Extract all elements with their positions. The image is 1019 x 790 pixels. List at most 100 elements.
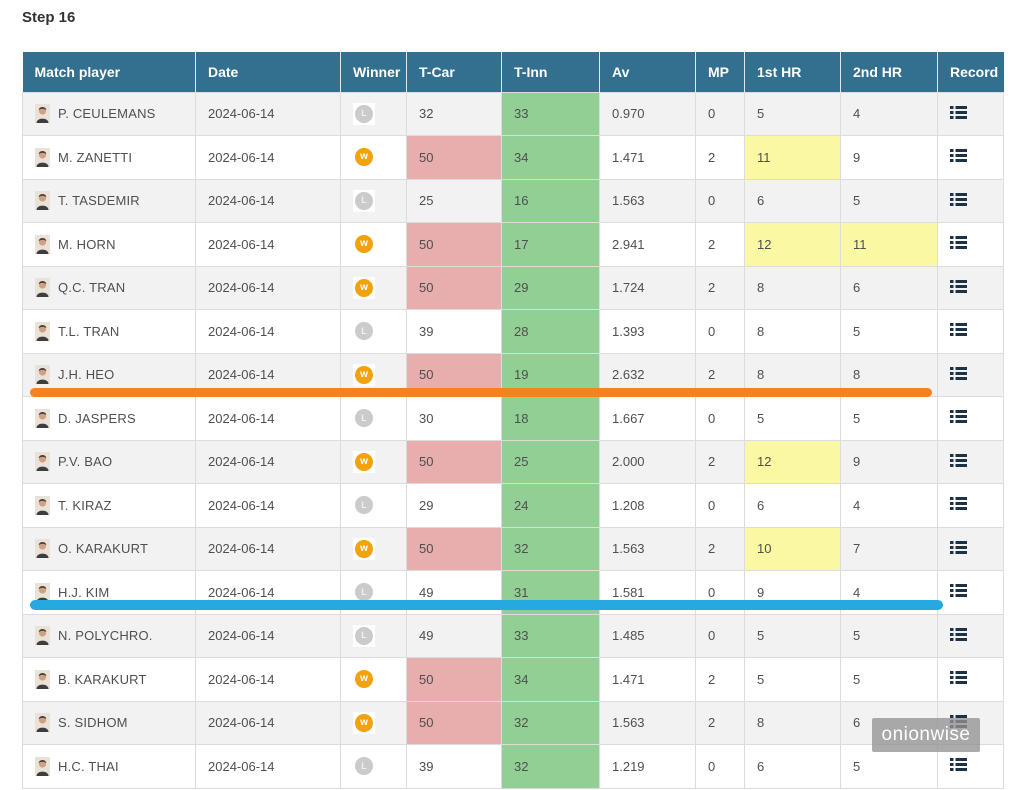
- record-list-icon[interactable]: [950, 279, 967, 293]
- cell-2nd-hr: 11: [840, 222, 938, 267]
- cell-1st-hr: 5: [744, 613, 841, 658]
- cell-record: [937, 135, 1004, 180]
- cell-t-inn: 29: [501, 265, 600, 310]
- cell-2nd-hr: 9: [840, 135, 938, 180]
- table-row: P.V. BAO 2024-06-14 w 50 25 2.000 2 12 9: [22, 439, 1004, 484]
- cell-t-car: 50: [406, 439, 502, 484]
- record-list-icon[interactable]: [950, 323, 967, 337]
- cell-t-car: 25: [406, 178, 502, 223]
- table-row: Q.C. TRAN 2024-06-14 w 50 29 1.724 2 8 6: [22, 265, 1004, 310]
- record-list-icon[interactable]: [950, 584, 967, 598]
- winner-badge: w: [355, 365, 373, 384]
- blue-progress-bar: [30, 600, 943, 610]
- col-header-2nd-hr: 2nd HR: [840, 52, 938, 92]
- cell-2nd-hr: 5: [840, 613, 938, 658]
- player-avatar-icon: [35, 626, 50, 646]
- col-header-record: Record: [937, 52, 1004, 92]
- cell-t-car: 39: [406, 744, 502, 789]
- cell-t-car: 50: [406, 700, 502, 745]
- table-row: P. CEULEMANS 2024-06-14 L 32 33 0.970 0 …: [22, 91, 1004, 136]
- cell-date: 2024-06-14: [195, 309, 341, 354]
- cell-date: 2024-06-14: [195, 439, 341, 484]
- record-list-icon[interactable]: [950, 236, 967, 250]
- cell-record: [937, 352, 1004, 397]
- winner-badge: w: [355, 235, 373, 254]
- cell-record: [937, 265, 1004, 310]
- cell-winner: L: [340, 309, 407, 354]
- cell-2nd-hr: 9: [840, 439, 938, 484]
- winner-badge: L: [355, 322, 373, 341]
- cell-t-car: 50: [406, 135, 502, 180]
- cell-winner: L: [340, 613, 407, 658]
- player-name: T. KIRAZ: [58, 497, 112, 513]
- cell-record: [937, 91, 1004, 136]
- record-list-icon[interactable]: [950, 366, 967, 380]
- winner-badge: w: [355, 278, 373, 297]
- player-avatar-icon: [35, 104, 50, 124]
- player-name: H.C. THAI: [58, 758, 119, 774]
- col-header-1st-hr: 1st HR: [744, 52, 841, 92]
- table-row: D. JASPERS 2024-06-14 L 30 18 1.667 0 5 …: [22, 396, 1004, 441]
- record-list-icon[interactable]: [950, 627, 967, 641]
- cell-match-player: D. JASPERS: [22, 396, 196, 441]
- winner-badge: w: [355, 670, 373, 689]
- winner-badge: w: [355, 539, 373, 558]
- cell-av: 1.393: [599, 309, 696, 354]
- cell-date: 2024-06-14: [195, 700, 341, 745]
- player-name: O. KARAKURT: [58, 541, 149, 557]
- cell-record: [937, 570, 1004, 615]
- record-list-icon[interactable]: [950, 497, 967, 511]
- cell-winner: w: [340, 700, 407, 745]
- cell-record: [937, 526, 1004, 571]
- table-row: H.C. THAI 2024-06-14 L 39 32 1.219 0 6 5: [22, 744, 1004, 789]
- cell-t-inn: 28: [501, 309, 600, 354]
- watermark: onionwise: [872, 718, 980, 752]
- cell-date: 2024-06-14: [195, 744, 341, 789]
- cell-t-car: 50: [406, 222, 502, 267]
- cell-2nd-hr: 6: [840, 265, 938, 310]
- cell-t-inn: 17: [501, 222, 600, 267]
- record-list-icon[interactable]: [950, 410, 967, 424]
- page-title: Step 16: [22, 9, 76, 26]
- cell-1st-hr: 5: [744, 91, 841, 136]
- cell-t-inn: 32: [501, 700, 600, 745]
- record-list-icon[interactable]: [950, 758, 967, 772]
- record-list-icon[interactable]: [950, 192, 967, 206]
- cell-record: [937, 483, 1004, 528]
- cell-t-inn: 16: [501, 178, 600, 223]
- player-name: M. ZANETTI: [58, 149, 133, 165]
- col-header-t-inn: T-Inn: [501, 52, 600, 92]
- winner-badge: L: [355, 191, 373, 210]
- cell-av: 1.485: [599, 613, 696, 658]
- cell-av: 1.471: [599, 135, 696, 180]
- winner-badge: L: [355, 104, 373, 123]
- record-list-icon[interactable]: [950, 105, 967, 119]
- record-list-icon[interactable]: [950, 540, 967, 554]
- player-avatar-icon: [35, 539, 50, 559]
- cell-t-inn: 18: [501, 396, 600, 441]
- cell-t-car: 50: [406, 657, 502, 702]
- cell-record: [937, 309, 1004, 354]
- record-list-icon[interactable]: [950, 453, 967, 467]
- cell-date: 2024-06-14: [195, 178, 341, 223]
- header-row: Match player Date Winner T-Car T-Inn Av MP 1st …: [22, 52, 1004, 92]
- col-header-match-player: Match player: [22, 52, 196, 92]
- cell-2nd-hr: 7: [840, 526, 938, 571]
- cell-match-player: P. CEULEMANS: [22, 91, 196, 136]
- cell-mp: 0: [695, 396, 745, 441]
- player-name: N. POLYCHRO.: [58, 628, 153, 644]
- record-list-icon[interactable]: [950, 671, 967, 685]
- cell-av: 0.970: [599, 91, 696, 136]
- player-avatar-icon: [35, 278, 50, 298]
- cell-winner: w: [340, 439, 407, 484]
- record-list-icon[interactable]: [950, 149, 967, 163]
- cell-t-inn: 32: [501, 744, 600, 789]
- cell-av: 1.667: [599, 396, 696, 441]
- player-avatar-icon: [35, 669, 50, 689]
- table-row: N. POLYCHRO. 2024-06-14 L 49 33 1.485 0 …: [22, 613, 1004, 658]
- table-row: O. KARAKURT 2024-06-14 w 50 32 1.563 2 1…: [22, 526, 1004, 571]
- cell-match-player: T. KIRAZ: [22, 483, 196, 528]
- cell-date: 2024-06-14: [195, 265, 341, 310]
- cell-winner: L: [340, 91, 407, 136]
- player-avatar-icon: [35, 582, 50, 602]
